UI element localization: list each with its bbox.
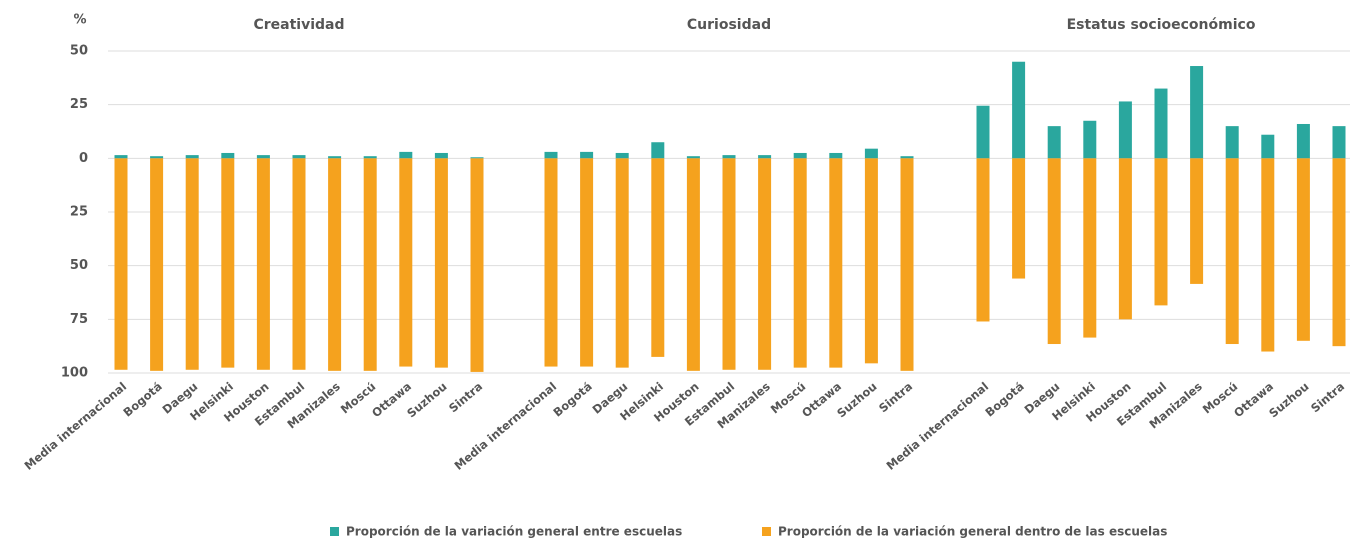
bar: [686, 156, 700, 159]
bar: [1261, 158, 1275, 352]
bar: [722, 155, 736, 159]
panel-title: Curiosidad: [687, 17, 771, 33]
legend-label: Proporción de la variación general dentr…: [778, 525, 1167, 539]
bar: [544, 151, 558, 159]
bar: [1190, 158, 1204, 284]
x-tick-label: Suzhou: [404, 379, 449, 420]
bar: [434, 152, 448, 159]
bar: [399, 151, 413, 159]
y-tick-label: 100: [61, 366, 88, 381]
bar: [544, 158, 558, 367]
bar: [363, 158, 377, 371]
bar: [363, 156, 377, 159]
bar: [580, 158, 594, 367]
bar: [470, 158, 484, 372]
bar: [1261, 134, 1275, 159]
bar: [1296, 158, 1310, 341]
x-tick-label: Sintra: [1308, 379, 1347, 415]
bar: [864, 158, 878, 364]
bar: [1118, 101, 1132, 159]
x-tick-label: Sintra: [446, 379, 485, 415]
bar: [292, 158, 306, 370]
x-tick-label: Sintra: [876, 379, 915, 415]
bar: [1047, 126, 1061, 159]
bar: [651, 158, 665, 357]
bar: [328, 156, 342, 159]
panel-title: Creatividad: [253, 17, 344, 33]
bar: [185, 158, 199, 370]
bar: [1154, 88, 1168, 159]
x-tick-label: Bogotá: [982, 379, 1026, 419]
bar: [1118, 158, 1132, 320]
bar: [1225, 126, 1239, 159]
y-tick-label: 50: [70, 258, 88, 273]
bar: [686, 158, 700, 371]
panel-title: Estatus socioeconómico: [1067, 17, 1256, 33]
bar: [1225, 158, 1239, 345]
bar: [1154, 158, 1168, 306]
bar: [1190, 66, 1204, 159]
bar: [256, 158, 270, 370]
x-tick-label: Bogotá: [550, 379, 594, 419]
legend-swatch: [762, 527, 771, 536]
x-tick-label: Suzhou: [1266, 379, 1311, 420]
bar: [864, 148, 878, 159]
bar: [615, 158, 629, 368]
legend-label: Proporción de la variación general entre…: [346, 525, 682, 539]
bar: [1332, 126, 1346, 159]
bar: [580, 151, 594, 159]
bar: [758, 155, 772, 159]
bar: [758, 158, 772, 370]
y-tick-label: 25: [70, 205, 88, 220]
bar: [1296, 123, 1310, 159]
legend-swatch: [330, 527, 339, 536]
bar: [722, 158, 736, 370]
bar: [976, 105, 990, 159]
bar: [900, 156, 914, 159]
y-tick-label: 0: [79, 151, 88, 166]
y-axis-label: %: [73, 13, 86, 28]
bar: [434, 158, 448, 368]
bar: [221, 152, 235, 159]
bar: [793, 158, 807, 368]
bar: [1047, 158, 1061, 345]
bar: [1083, 158, 1097, 338]
bar: [256, 155, 270, 159]
x-tick-label: Media internacional: [22, 379, 130, 473]
y-tick-label: 75: [70, 312, 88, 327]
bar: [114, 158, 128, 370]
bar: [615, 152, 629, 159]
bar: [399, 158, 413, 367]
bar: [829, 158, 843, 368]
x-tick-label: Bogotá: [120, 379, 164, 419]
bar: [829, 152, 843, 159]
bar: [114, 155, 128, 159]
bar: [900, 158, 914, 371]
bar: [185, 155, 199, 159]
bar: [1083, 120, 1097, 159]
bar: [1332, 158, 1346, 347]
bar: [1012, 61, 1026, 159]
bar: [150, 156, 164, 159]
bar: [651, 142, 665, 159]
bar: [1012, 158, 1026, 279]
x-tick-label: Suzhou: [834, 379, 879, 420]
bar: [221, 158, 235, 368]
bar: [976, 158, 990, 322]
bar: [150, 158, 164, 371]
bar: [470, 157, 484, 159]
bar: [793, 152, 807, 159]
y-tick-label: 25: [70, 97, 88, 112]
y-tick-label: 50: [70, 44, 88, 59]
bar: [328, 158, 342, 371]
bar: [292, 155, 306, 159]
